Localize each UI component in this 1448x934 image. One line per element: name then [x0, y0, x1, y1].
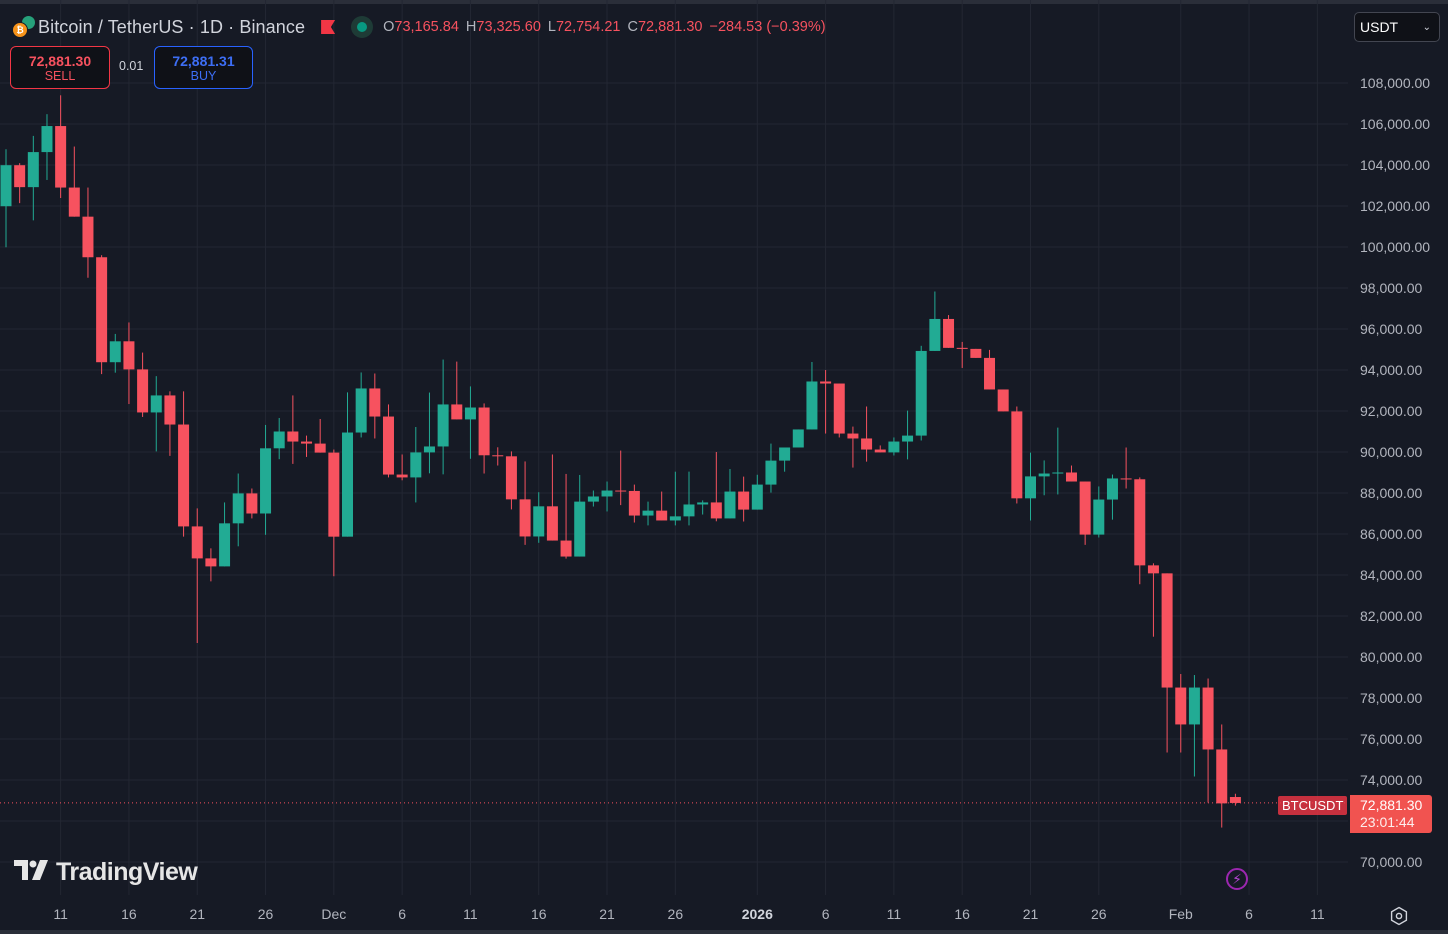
change-value: −284.53 (−0.39%) [709, 19, 826, 35]
bitcoin-icon: ₿ [12, 22, 28, 38]
time-axis-label: 6 [1245, 906, 1253, 922]
sell-label: SELL [44, 68, 76, 83]
currency-select[interactable]: USDT ⌄ [1354, 12, 1440, 42]
low-value: 72,754.21 [555, 19, 621, 35]
last-price-value: 72,881.30 [1360, 797, 1423, 813]
symbol-icons: ₿ [10, 14, 38, 40]
time-axis-label: 21 [189, 906, 206, 922]
candles-layer [0, 95, 1241, 828]
price-axis-label: 104,000.00 [1360, 157, 1431, 173]
market-status-indicator[interactable] [351, 16, 374, 38]
high-label: H [465, 19, 477, 35]
currency-value: USDT [1360, 19, 1399, 35]
price-axis-label: 96,000.00 [1360, 321, 1423, 337]
time-axis-label: 16 [530, 906, 547, 922]
time-axis-label: 21 [599, 906, 615, 922]
price-axis-label: 100,000.00 [1360, 239, 1431, 255]
high-value: 73,325.60 [476, 19, 541, 35]
chevron-down-icon: ⌄ [1422, 21, 1431, 33]
time-axis-label: 6 [398, 906, 407, 922]
price-axis-label: 88,000.00 [1360, 485, 1423, 501]
open-label: O [383, 19, 395, 35]
price-axis-label: 76,000.00 [1360, 731, 1423, 747]
bottom-border [0, 930, 1448, 934]
tradingview-logo-text: TradingView [56, 858, 198, 886]
time-axis-label: 16 [121, 906, 137, 922]
sell-button[interactable]: 72,881.30 SELL [10, 46, 110, 89]
tradingview-logo[interactable]: TradingView [14, 858, 198, 887]
price-axis-label: 106,000.00 [1360, 116, 1431, 132]
time-axis-label: 16 [954, 906, 970, 922]
price-axis-label: 102,000.00 [1360, 198, 1431, 214]
price-axis-label: 74,000.00 [1360, 772, 1423, 788]
time-axis-label: 2026 [741, 906, 773, 922]
price-axis-label: 94,000.00 [1360, 362, 1423, 378]
price-axis-label: 80,000.00 [1360, 649, 1423, 665]
sell-price: 72,881.30 [28, 52, 92, 69]
time-axis-label: 26 [257, 906, 274, 922]
close-label: C [627, 19, 638, 35]
time-axis-label: 6 [821, 906, 830, 922]
symbol-title[interactable]: Bitcoin / TetherUS · 1D · Binance [38, 16, 306, 37]
time-axis-label: 11 [53, 906, 68, 922]
ohlc-values: O73,165.84 H73,325.60 L72,754.21 C72,881… [383, 19, 825, 35]
time-axis-label: 26 [1091, 906, 1107, 922]
symbol-price-tag: BTCUSDT [1278, 796, 1348, 815]
close-value: 72,881.30 [637, 19, 703, 35]
time-axis-label: 21 [1022, 906, 1039, 922]
last-price-label: 72,881.30 23:01:44 [1350, 795, 1432, 833]
time-axis-label: 11 [1310, 906, 1325, 922]
time-axis-label: 11 [886, 906, 902, 922]
buy-button[interactable]: 72,881.31 BUY [154, 46, 253, 89]
time-axis-label: Dec [321, 906, 347, 922]
price-axis-label: 108,000.00 [1360, 75, 1431, 91]
top-border [0, 0, 1448, 4]
flag-icon[interactable] [321, 20, 336, 34]
price-axis-label: 84,000.00 [1360, 567, 1423, 583]
spread-value: 0.01 [119, 59, 144, 73]
settings-gear-icon[interactable] [1389, 906, 1409, 926]
price-axis-label: 98,000.00 [1360, 280, 1423, 296]
time-axis-label: Feb [1168, 906, 1193, 922]
chart-grid [0, 0, 1348, 895]
price-axis-label: 70,000.00 [1360, 854, 1423, 870]
price-axis-label: 82,000.00 [1360, 608, 1423, 624]
lightning-icon[interactable]: ⚡ [1226, 868, 1248, 890]
time-axis-label: 11 [463, 906, 478, 922]
time-axis-label: 26 [667, 906, 684, 922]
price-axis-label: 86,000.00 [1360, 526, 1423, 542]
buy-label: BUY [190, 68, 217, 83]
price-axis-label: 92,000.00 [1360, 403, 1423, 419]
market-open-dot-icon [357, 22, 368, 32]
buy-price: 72,881.31 [172, 52, 235, 69]
price-axis-label: 90,000.00 [1360, 444, 1423, 460]
price-axis-label: 78,000.00 [1360, 690, 1423, 706]
open-value: 73,165.84 [394, 19, 459, 35]
bar-countdown: 23:01:44 [1360, 814, 1415, 830]
tradingview-logo-icon [14, 859, 48, 887]
low-label: L [547, 19, 556, 35]
chart-legend: ₿ Bitcoin / TetherUS · 1D · Binance O73,… [10, 14, 826, 40]
